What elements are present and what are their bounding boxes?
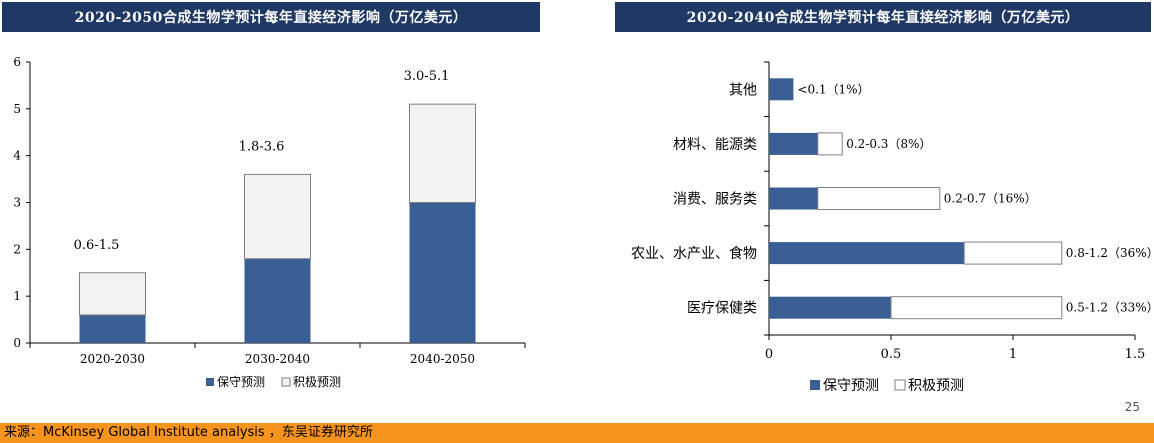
y-tick-label: 6 <box>13 55 21 69</box>
bar-conservative <box>409 202 476 343</box>
y-category-label: 其他 <box>729 82 757 98</box>
bar-aggressive <box>409 103 476 203</box>
bar-aggressive <box>817 187 941 210</box>
legend-swatch-aggressive <box>281 377 291 387</box>
bar-aggressive <box>244 173 311 260</box>
bar-conservative <box>244 258 311 343</box>
y-tick-label: 4 <box>13 149 21 163</box>
y-category-label: 医疗保健类 <box>687 301 757 317</box>
y-tick-label: 2 <box>13 242 21 256</box>
bar-conservative <box>769 242 965 265</box>
bar-data-label: 1.8-3.6 <box>239 139 285 154</box>
x-tick-label: 1 <box>1009 347 1017 362</box>
bar-data-label: 3.0-5.1 <box>404 69 450 84</box>
right-horizontal-bar-chart: 0 0.5 1 1.5 <0.1（1%） 其他 0.2-0.3（8%） 材料、能源类 0.2-0… <box>631 61 1154 394</box>
bar-aggressive <box>963 241 1063 265</box>
legend-swatch-aggressive <box>894 379 906 391</box>
right-chart-title: 2020-2040合成生物学预计每年直接经济影响（万亿美元） <box>615 2 1151 32</box>
y-category-label: 消费、服务类 <box>673 192 757 208</box>
bar-conservative <box>79 314 146 343</box>
bar-conservative <box>769 132 818 155</box>
legend-swatch-conservative <box>810 380 820 390</box>
bar-conservative <box>769 296 891 319</box>
source-note: 来源：McKinsey Global Institute analysis ，东… <box>0 423 1154 443</box>
y-category-label: 材料、能源类 <box>673 137 757 153</box>
x-tick-label: 2040-2050 <box>410 352 475 366</box>
y-tick-label: 0 <box>13 336 21 350</box>
bar-aggressive <box>817 132 843 156</box>
x-tick-label: 2030-2040 <box>245 352 310 366</box>
y-tick-label: 1 <box>13 289 21 303</box>
bar-data-label: 0.2-0.7（16%） <box>944 192 1037 206</box>
left-chart-title: 2020-2050合成生物学预计每年直接经济影响（万亿美元） <box>2 2 540 32</box>
y-category-label: 农业、水产业、食物 <box>631 245 757 262</box>
x-tick-label: 0 <box>765 347 773 362</box>
bar-conservative <box>769 187 818 210</box>
y-tick-label: 3 <box>13 196 21 210</box>
legend-label-conservative: 保守预测 <box>217 375 265 389</box>
x-tick-label: 0.5 <box>881 347 902 362</box>
bar-data-label: 0.2-0.3（8%） <box>846 137 931 151</box>
bar-data-label: 0.6-1.5 <box>74 238 120 253</box>
bar-data-label: 0.8-1.2（36%） <box>1066 246 1154 260</box>
legend-label-aggressive: 积极预测 <box>908 378 964 394</box>
legend-swatch-conservative <box>206 378 214 386</box>
left-stacked-bar-chart: 0 1 2 3 4 5 6 0.6-1.5 2020-2030 1.8-3.6 2030-2040 3… <box>13 55 526 389</box>
legend-label-conservative: 保守预测 <box>823 378 879 394</box>
bar-aggressive <box>79 272 146 316</box>
bar-data-label: 0.5-1.2（33%） <box>1066 301 1154 315</box>
page-number: 25 <box>1124 400 1140 414</box>
x-tick-label: 2020-2030 <box>80 352 145 366</box>
x-tick-label: 1.5 <box>1125 347 1146 362</box>
bar-aggressive <box>890 296 1063 320</box>
bar-data-label: <0.1（1%） <box>797 82 869 96</box>
bar-conservative <box>769 78 794 101</box>
y-tick-label: 5 <box>13 102 21 116</box>
legend-label-aggressive: 积极预测 <box>293 375 341 389</box>
